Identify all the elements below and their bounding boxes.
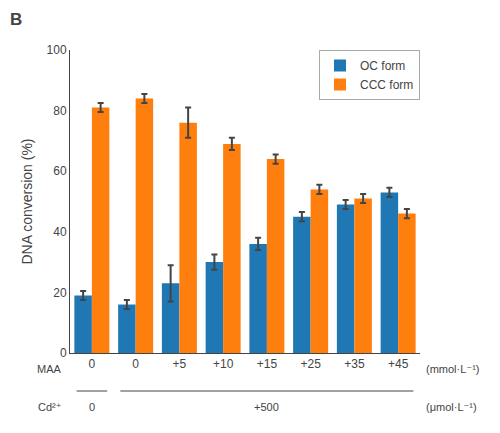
svg-text:DNA conversion (%): DNA conversion (%): [19, 138, 35, 264]
svg-text:OC form: OC form: [360, 59, 405, 73]
svg-text:(mmol·L⁻¹): (mmol·L⁻¹): [426, 363, 479, 375]
svg-text:B: B: [10, 10, 22, 29]
svg-text:+45: +45: [388, 357, 409, 371]
svg-text:20: 20: [53, 286, 67, 300]
svg-text:0: 0: [89, 401, 95, 413]
svg-text:+5: +5: [173, 357, 187, 371]
svg-text:0: 0: [60, 346, 67, 360]
svg-text:60: 60: [53, 164, 67, 178]
svg-text:CCC form: CCC form: [360, 78, 413, 92]
svg-text:(μmol·L⁻¹): (μmol·L⁻¹): [426, 401, 477, 413]
svg-text:0: 0: [89, 357, 96, 371]
svg-text:+25: +25: [300, 357, 321, 371]
svg-text:0: 0: [132, 357, 139, 371]
svg-text:80: 80: [53, 104, 67, 118]
svg-text:+10: +10: [213, 357, 234, 371]
svg-text:MAA: MAA: [37, 363, 62, 375]
svg-text:Cd²⁺: Cd²⁺: [38, 401, 62, 413]
svg-text:40: 40: [53, 225, 67, 239]
svg-text:+15: +15: [257, 357, 278, 371]
svg-text:+35: +35: [344, 357, 365, 371]
svg-text:+500: +500: [254, 401, 279, 413]
svg-text:100: 100: [47, 43, 67, 57]
